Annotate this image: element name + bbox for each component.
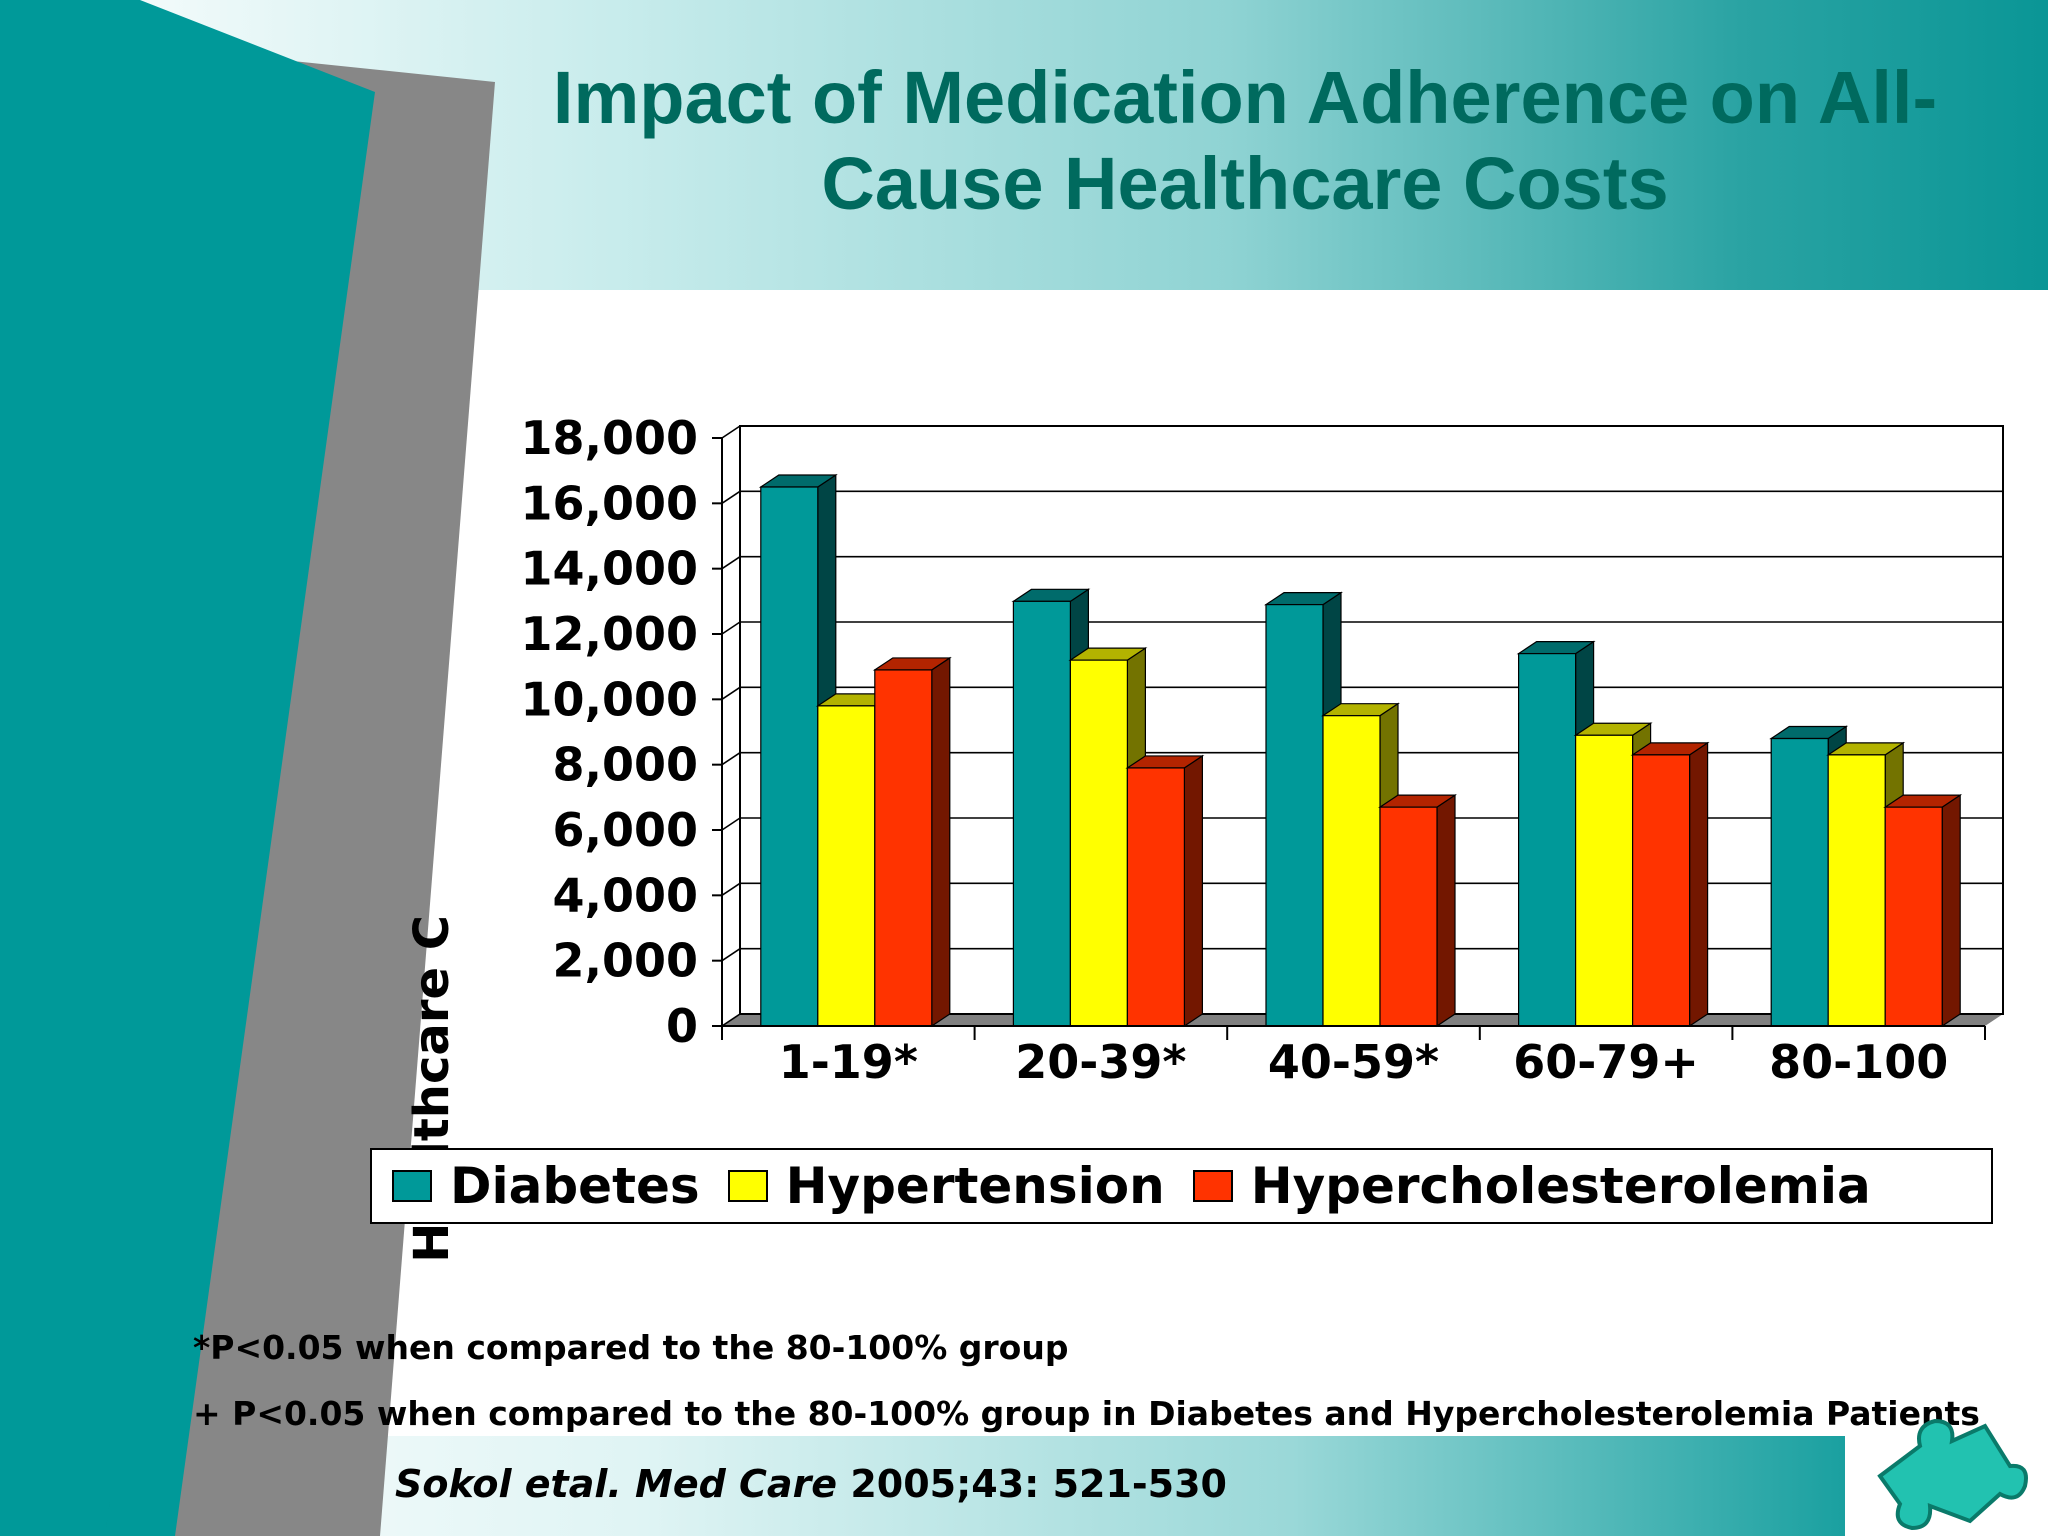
- legend-label: Diabetes: [450, 1157, 700, 1215]
- x-tick-label: 20-39*: [1015, 1035, 1186, 1089]
- teal-shape-foot: [0, 1500, 110, 1536]
- gridline-side: [721, 556, 741, 570]
- y-tick-label: 0: [666, 999, 698, 1053]
- x-tick-label: 60-79+: [1513, 1035, 1699, 1089]
- bar-hypercholesterolemia-4: [1630, 741, 1710, 1028]
- footnote-1: *P<0.05 when compared to the 80-100% gro…: [193, 1328, 1069, 1367]
- legend-label: Hypercholesterolemia: [1250, 1157, 1871, 1215]
- gridline-side: [721, 1013, 741, 1027]
- bar-side: [931, 656, 951, 1028]
- bar-front: [1574, 734, 1634, 1027]
- y-tick-label: 14,000: [520, 542, 698, 596]
- bar-front: [1631, 754, 1691, 1027]
- bar-front: [1069, 659, 1129, 1027]
- y-tick-label: 18,000: [520, 411, 698, 465]
- slide-title: Impact of Medication Adherence on All-Ca…: [552, 56, 1938, 225]
- bar-side: [1941, 794, 1961, 1028]
- bar-front: [1265, 603, 1324, 1027]
- y-tick-label: 16,000: [520, 476, 698, 530]
- x-tick-label: 80-100: [1769, 1035, 1948, 1089]
- citation-source: Sokol etal. Med Care: [395, 1462, 838, 1506]
- gridline-side: [721, 621, 741, 635]
- bar-front: [874, 669, 933, 1027]
- x-tick-label: 1-19*: [779, 1035, 918, 1089]
- bar-front: [817, 705, 876, 1027]
- y-tick-label: 8,000: [552, 738, 698, 792]
- y-tick-label: 2,000: [552, 934, 698, 988]
- x-axis: 1-19* 20-39* 40-59* 60-79+ 80-100: [721, 1025, 1986, 1089]
- bar-hypercholesterolemia-2: [1125, 754, 1205, 1028]
- citation: Sokol etal. Med Care 2005;43: 521-530: [395, 1462, 1227, 1506]
- bar-front: [1770, 737, 1829, 1027]
- gridline-side: [721, 490, 741, 504]
- bar-front: [1012, 600, 1072, 1027]
- chart-legend: Diabetes Hypertension Hypercholesterolemia: [370, 1148, 1993, 1224]
- puzzle-piece-icon: [1877, 1418, 2028, 1531]
- citation-details: 2005;43: 521-530: [837, 1462, 1228, 1506]
- legend-item-hypercholesterolemia: Hypercholesterolemia: [1192, 1157, 1871, 1215]
- legend-swatch: [1192, 1170, 1233, 1202]
- y-axis: 0 2,000 4,000 6,000 8,000 10,000 12,000 14,000 1…: [520, 411, 723, 1053]
- bar-side: [1183, 754, 1204, 1028]
- gridline-side: [721, 882, 741, 896]
- footnote-2: + P<0.05 when compared to the 80-100% gr…: [193, 1394, 1980, 1433]
- y-tick-label: 12,000: [520, 607, 698, 661]
- bar-front: [1884, 806, 1943, 1027]
- teal-shape: [0, 0, 375, 1536]
- bar-front: [1827, 754, 1886, 1027]
- bar-hypercholesterolemia-3: [1378, 794, 1457, 1028]
- legend-label: Hypertension: [785, 1157, 1165, 1215]
- gridline-side: [721, 752, 741, 766]
- gridline-side: [721, 686, 741, 700]
- legend-swatch: [392, 1170, 432, 1202]
- gridline-side: [721, 817, 741, 831]
- bar-hypercholesterolemia-5: [1883, 794, 1963, 1028]
- y-tick-label: 4,000: [552, 868, 698, 922]
- bars: [758, 473, 1963, 1028]
- bar-side: [1436, 794, 1456, 1028]
- legend-swatch: [727, 1170, 768, 1202]
- gridline-side: [721, 948, 741, 962]
- bar-front: [1379, 806, 1438, 1027]
- y-tick-label: 6,000: [552, 803, 698, 857]
- gridline-side: [721, 425, 741, 439]
- bar-front: [1126, 767, 1186, 1027]
- bar-front: [760, 486, 819, 1027]
- legend-item-diabetes: Diabetes: [392, 1157, 700, 1215]
- x-tick-label: 40-59*: [1268, 1035, 1439, 1089]
- legend-item-hypertension: Hypertension: [727, 1157, 1165, 1215]
- y-tick-label: 10,000: [520, 672, 698, 726]
- bar-hypercholesterolemia-1: [872, 656, 952, 1028]
- bar-front: [1517, 652, 1577, 1027]
- bar-front: [1322, 715, 1381, 1027]
- bar-side: [1688, 741, 1709, 1028]
